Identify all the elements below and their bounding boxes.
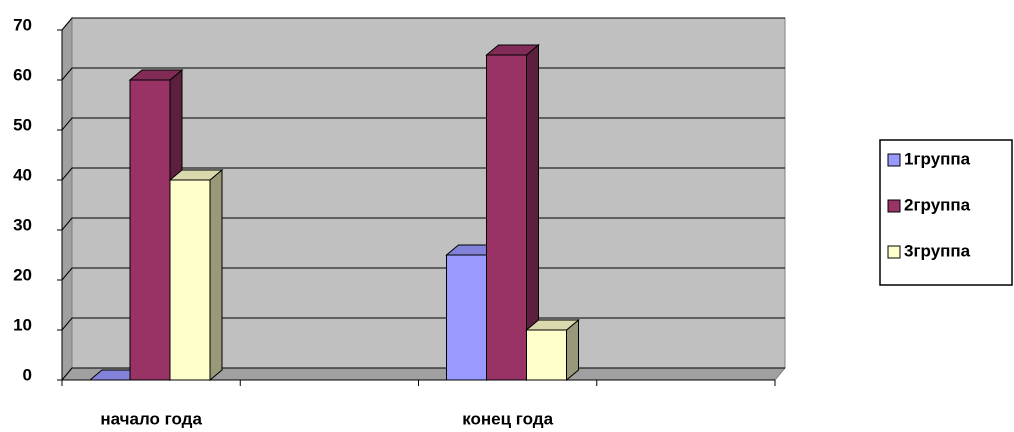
grid-line xyxy=(61,317,785,331)
bar xyxy=(486,54,527,381)
y-tick-label: 60 xyxy=(13,65,32,84)
x-tick-label: начало года xyxy=(100,409,202,428)
y-tick-label: 70 xyxy=(13,15,32,34)
legend-swatch xyxy=(887,153,901,167)
y-tick-label: 30 xyxy=(13,215,32,234)
x-tick-label: конец года xyxy=(462,409,553,428)
grid-line xyxy=(61,117,785,131)
bar xyxy=(129,79,171,381)
grid-line xyxy=(61,17,785,31)
grid-line xyxy=(61,217,785,231)
side-wall xyxy=(61,16,73,382)
grid-line xyxy=(61,267,785,281)
bar xyxy=(446,254,487,381)
legend-label: 1группа xyxy=(904,149,971,168)
y-tick-label: 50 xyxy=(13,115,32,134)
legend-label: 2группа xyxy=(904,195,971,214)
y-tick-label: 40 xyxy=(13,165,32,184)
y-tick-label: 10 xyxy=(13,315,32,334)
y-tick-label: 0 xyxy=(23,365,32,384)
bar xyxy=(169,179,211,381)
grid-line xyxy=(61,67,785,81)
legend-swatch xyxy=(887,245,901,259)
legend-label: 3группа xyxy=(904,241,971,260)
legend-box xyxy=(879,139,1013,286)
bar xyxy=(526,329,567,381)
y-tick-label: 20 xyxy=(13,265,32,284)
grid-line xyxy=(61,167,785,181)
legend-swatch xyxy=(887,199,901,213)
bar-side xyxy=(209,168,223,382)
